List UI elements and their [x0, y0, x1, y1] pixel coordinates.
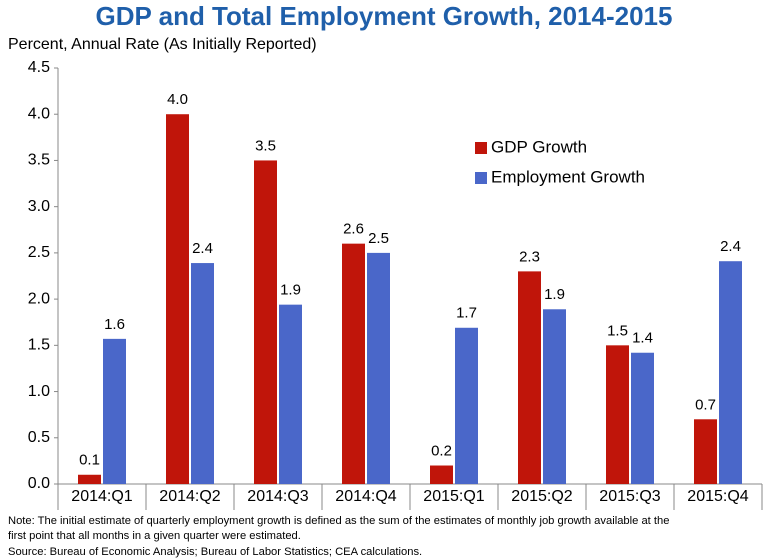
bar: [342, 243, 365, 484]
legend-swatch: [475, 172, 487, 184]
y-tick-label: 4.0: [28, 105, 50, 122]
y-tick-label: 3.5: [28, 152, 50, 169]
note: Note: The initial estimate of quarterly …: [8, 515, 669, 527]
data-label: 2.5: [368, 230, 389, 247]
legend-label: GDP Growth: [491, 137, 587, 156]
bar: [543, 309, 566, 484]
x-tick-label: 2015:Q3: [599, 488, 660, 505]
data-label: 0.7: [695, 396, 716, 413]
data-label: 0.1: [79, 452, 100, 469]
note: first point that all months in a given q…: [8, 530, 301, 542]
x-tick-label: 2014:Q3: [247, 488, 308, 505]
y-tick-label: 1.5: [28, 337, 50, 354]
data-label: 1.5: [607, 322, 628, 339]
bar: [455, 327, 478, 484]
x-tick-label: 2015:Q2: [511, 488, 572, 505]
bar: [103, 338, 126, 484]
data-label: 2.4: [720, 238, 741, 255]
bar: [166, 114, 189, 484]
source: Source: Bureau of Economic Analysis; Bur…: [8, 546, 422, 558]
bar: [719, 261, 742, 484]
data-label: 0.2: [431, 442, 452, 459]
data-label: 1.6: [104, 316, 125, 333]
chart-subtitle: Percent, Annual Rate (As Initially Repor…: [8, 36, 317, 53]
x-tick-label: 2015:Q4: [687, 488, 748, 505]
bar: [606, 345, 629, 484]
legend-swatch: [475, 142, 487, 154]
data-label: 2.6: [343, 221, 364, 238]
data-label: 2.4: [192, 240, 213, 257]
bar: [254, 160, 277, 484]
data-label: 1.9: [544, 286, 565, 303]
y-tick-label: 4.5: [28, 59, 50, 76]
data-label: 4.0: [167, 91, 188, 108]
bar: [279, 304, 302, 484]
x-tick-label: 2014:Q4: [335, 488, 396, 505]
bar: [518, 271, 541, 484]
bar: [78, 474, 101, 484]
bar: [191, 263, 214, 484]
legend-label: Employment Growth: [491, 167, 645, 186]
bar: [694, 419, 717, 484]
data-label: 1.9: [280, 282, 301, 299]
x-tick-label: 2015:Q1: [423, 488, 484, 505]
y-tick-label: 0.0: [28, 475, 50, 492]
x-tick-label: 2014:Q2: [159, 488, 220, 505]
data-label: 1.7: [456, 305, 477, 322]
data-label: 3.5: [255, 137, 276, 154]
bar: [430, 465, 453, 484]
bar: [631, 352, 654, 484]
data-label: 1.4: [632, 330, 653, 347]
x-tick-label: 2014:Q1: [71, 488, 132, 505]
data-label: 2.3: [519, 248, 540, 265]
y-tick-label: 2.5: [28, 244, 50, 261]
bar: [367, 252, 390, 484]
y-tick-label: 2.0: [28, 290, 50, 307]
chart-title: GDP and Total Employment Growth, 2014-20…: [96, 1, 673, 31]
y-tick-label: 0.5: [28, 429, 50, 446]
y-tick-label: 1.0: [28, 383, 50, 400]
y-tick-label: 3.0: [28, 198, 50, 215]
